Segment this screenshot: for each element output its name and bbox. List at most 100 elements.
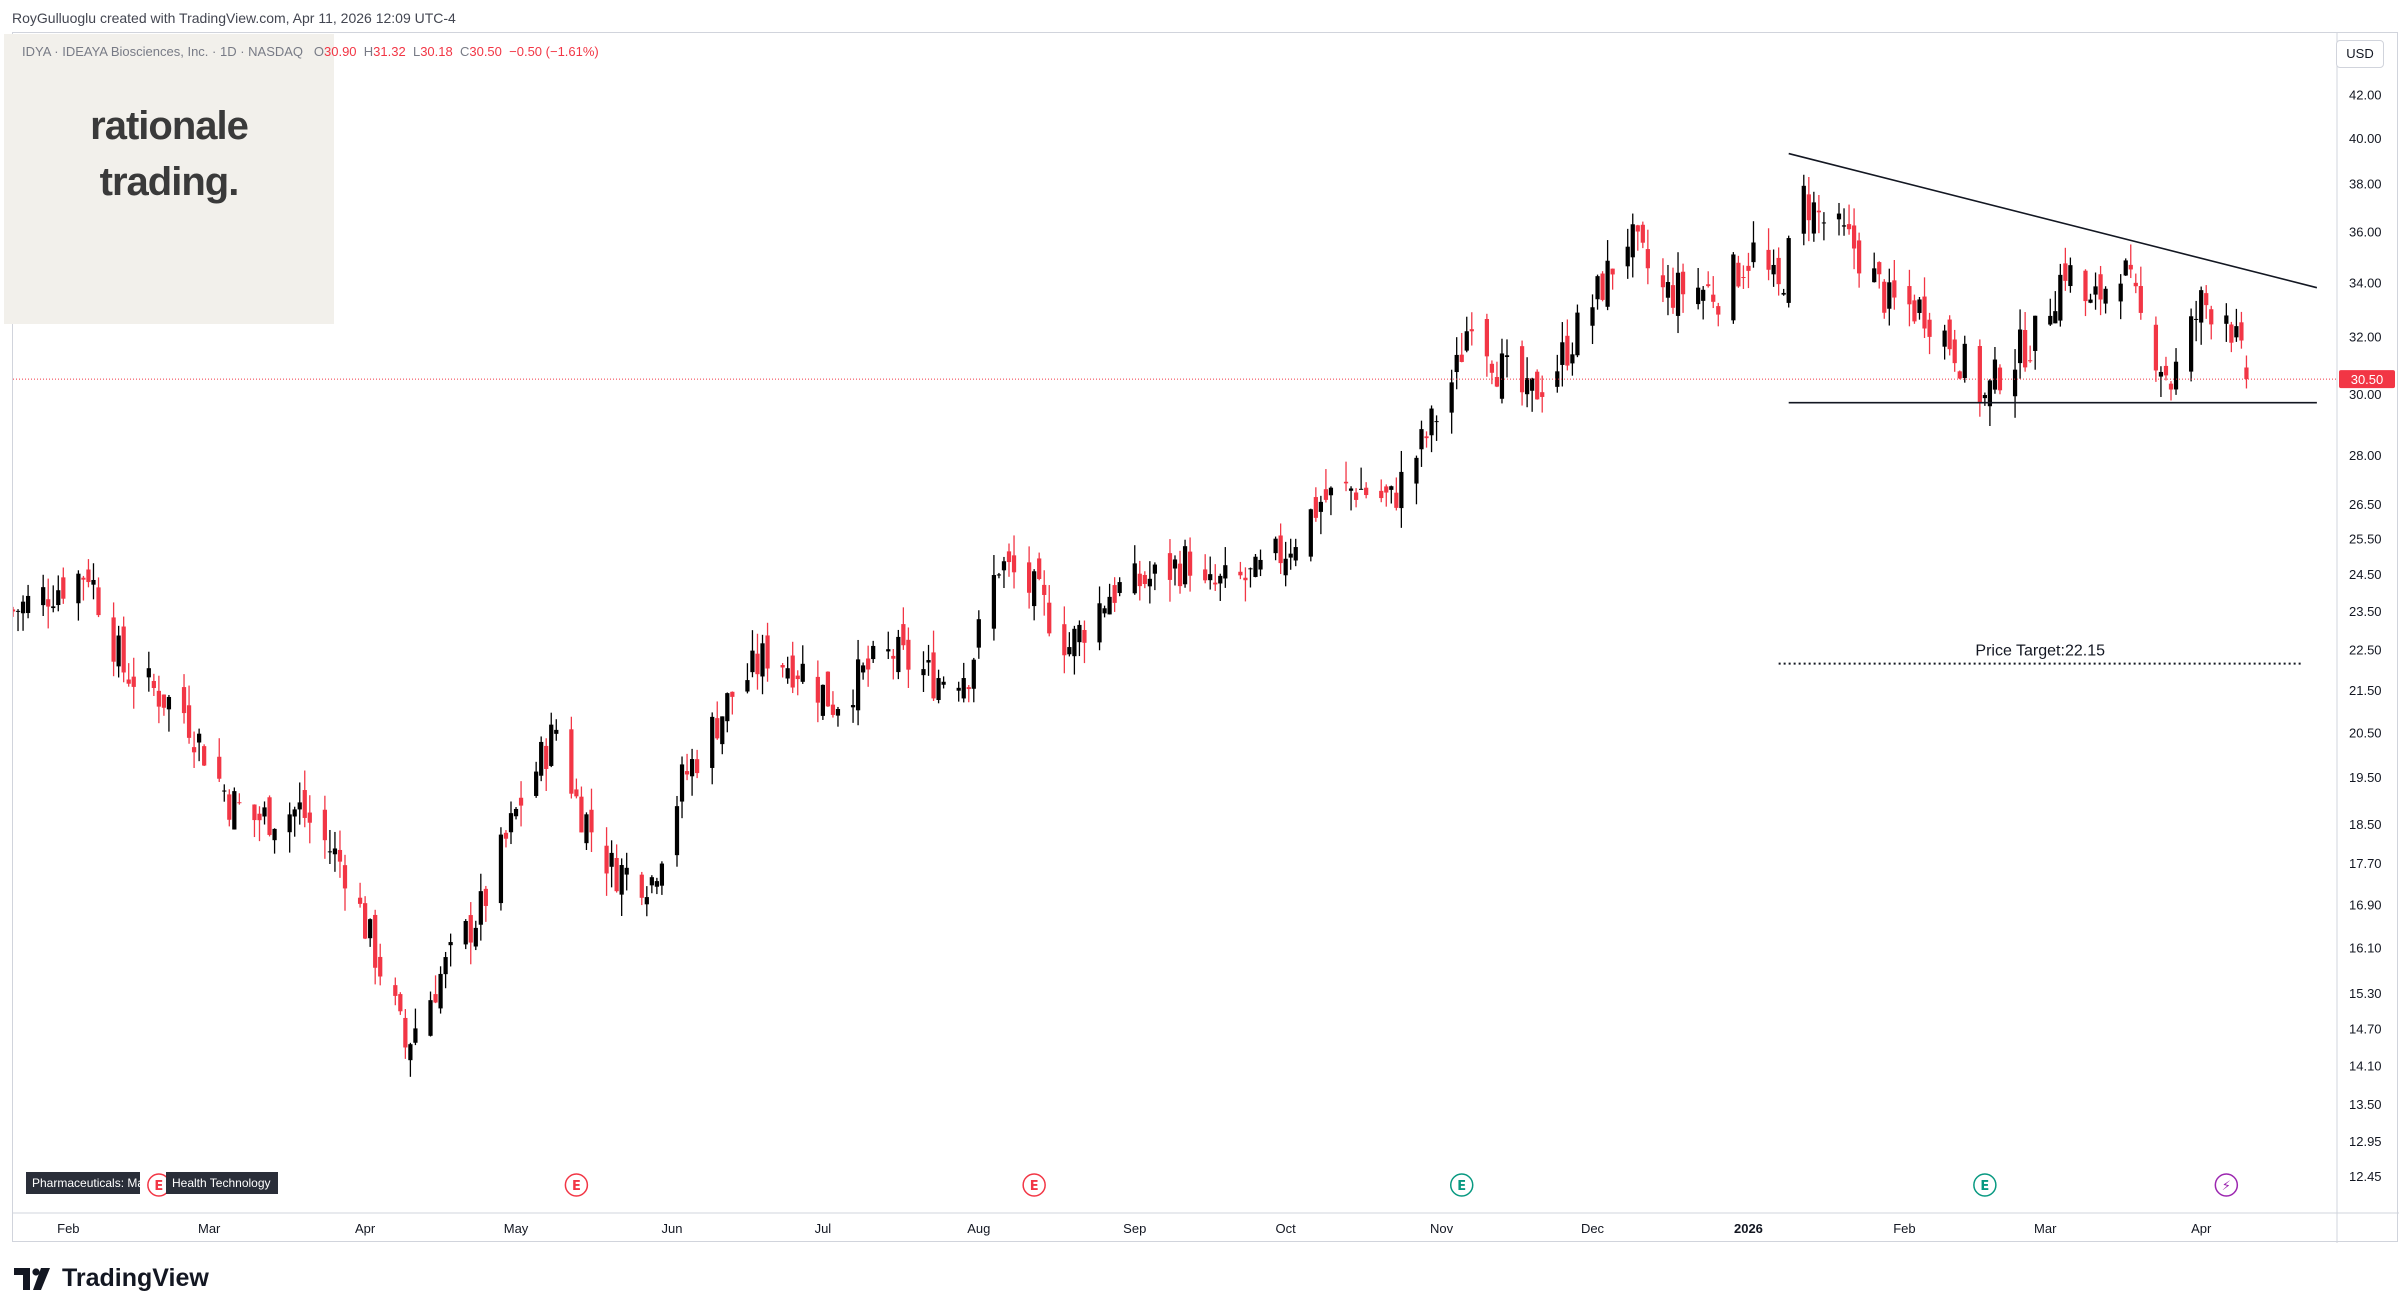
y-tick-label: 25.50 [2349, 531, 2382, 546]
candle-body [13, 609, 16, 612]
candle-body [1801, 185, 1806, 234]
tradingview-logo-text: TradingView [62, 1264, 209, 1292]
candle-body [1776, 257, 1781, 285]
candle-body [1469, 329, 1474, 332]
candle-body [1328, 487, 1334, 496]
candle-body [866, 658, 871, 670]
candle-body [2204, 293, 2209, 306]
sector-badge[interactable]: Pharmaceuticals: Major [26, 1172, 140, 1194]
candle-body [1535, 371, 1540, 400]
candle-body [891, 655, 896, 659]
candle-body [151, 680, 156, 689]
candle-body [926, 660, 931, 663]
candle-body [1323, 489, 1329, 500]
candle-body [307, 812, 312, 823]
candle-body [1806, 194, 1811, 221]
candle-body [1489, 363, 1495, 373]
candle-body [1353, 492, 1359, 500]
candle-body [871, 645, 876, 660]
y-tick-label: 42.00 [2349, 87, 2382, 102]
candle-body [1977, 346, 1982, 403]
candle-body [1006, 551, 1012, 563]
candle-body [1892, 280, 1897, 298]
candle-body [725, 693, 730, 722]
y-tick-label: 30.00 [2349, 387, 2382, 402]
industry-badge[interactable]: Health Technology [166, 1172, 278, 1194]
candle-body [2224, 315, 2229, 324]
candle-body [1957, 371, 1962, 379]
candle-body [674, 806, 680, 856]
y-tick-label: 15.30 [2349, 986, 2382, 1001]
candle-body [1530, 378, 1535, 391]
candle-body [232, 791, 237, 830]
x-tick-label: 2026 [1734, 1221, 1763, 1236]
candle-body [1273, 538, 1278, 554]
candle-body [428, 1000, 433, 1036]
candle-body [1917, 299, 1922, 313]
candle-body [1675, 272, 1681, 316]
candle-body [1343, 481, 1349, 484]
candle-body [166, 696, 172, 710]
candle-body [116, 635, 121, 667]
candle-body [518, 797, 524, 806]
candle-body [1253, 556, 1258, 577]
candle-body [2058, 274, 2063, 321]
chart-frame[interactable]: 42.00 40.00 38.00 36.00 34.00 32.00 30.00 28.00… [12, 32, 2399, 1243]
candle-body [1278, 535, 1283, 564]
candle-body [1072, 628, 1077, 657]
candle-body [554, 729, 559, 734]
candle-body [679, 764, 685, 802]
candle-body [855, 659, 861, 711]
candle-body [508, 813, 514, 833]
tradingview-logo[interactable]: TradingView [14, 1264, 209, 1293]
candle-body [257, 813, 262, 821]
candle-body [503, 832, 509, 839]
candle-body [2093, 286, 2098, 295]
candle-body [1851, 225, 1857, 249]
candle-body [2168, 383, 2174, 390]
candlestick-chart[interactable]: 42.00 40.00 38.00 36.00 34.00 32.00 30.00 28.00… [13, 33, 2399, 1243]
candle-body [1364, 487, 1369, 496]
candle-body [322, 809, 327, 841]
currency-button[interactable]: USD [2336, 40, 2384, 68]
candle-body [2012, 369, 2018, 397]
event-icon [1449, 1173, 1474, 1197]
candle-body [473, 927, 478, 947]
candle-body [413, 1028, 418, 1043]
candle-body [1811, 202, 1816, 234]
candle-body [2048, 315, 2053, 325]
candle-body [659, 863, 665, 886]
open-value: 30.90 [324, 44, 357, 59]
candle-body [1308, 509, 1313, 557]
candle-body [1565, 335, 1570, 366]
candle-body [1887, 282, 1892, 309]
candle-body [1555, 371, 1560, 387]
candle-body [619, 865, 624, 895]
candle-body [1137, 573, 1142, 587]
event-icon-letter: E [1030, 1179, 1039, 1194]
candle-body [785, 668, 790, 679]
candle-body [710, 716, 715, 768]
candle-body [267, 797, 272, 835]
y-tick-label: 16.10 [2349, 941, 2382, 956]
tradingview-logo-icon [14, 1267, 50, 1290]
candle-body [1399, 471, 1404, 509]
candle-body [1907, 286, 1912, 305]
y-tick-label: 24.50 [2349, 567, 2382, 582]
candle-body [111, 617, 116, 662]
candle-body [433, 994, 438, 1003]
candle-body [1736, 262, 1741, 287]
price-target-label: Price Target:22.15 [1975, 643, 2105, 660]
candle-body [2153, 324, 2159, 371]
candle-body [1927, 319, 1932, 337]
candle-body [539, 741, 544, 776]
candle-body [438, 973, 443, 1009]
y-tick-label: 28.00 [2349, 448, 2382, 463]
candle-body [1112, 585, 1117, 603]
y-tick-label: 34.00 [2349, 275, 2382, 290]
candle-body [1942, 330, 1947, 347]
candle-body [1223, 565, 1228, 579]
candle-body [1635, 225, 1640, 232]
y-tick-label: 26.50 [2349, 497, 2382, 512]
candle-body [2088, 299, 2093, 303]
